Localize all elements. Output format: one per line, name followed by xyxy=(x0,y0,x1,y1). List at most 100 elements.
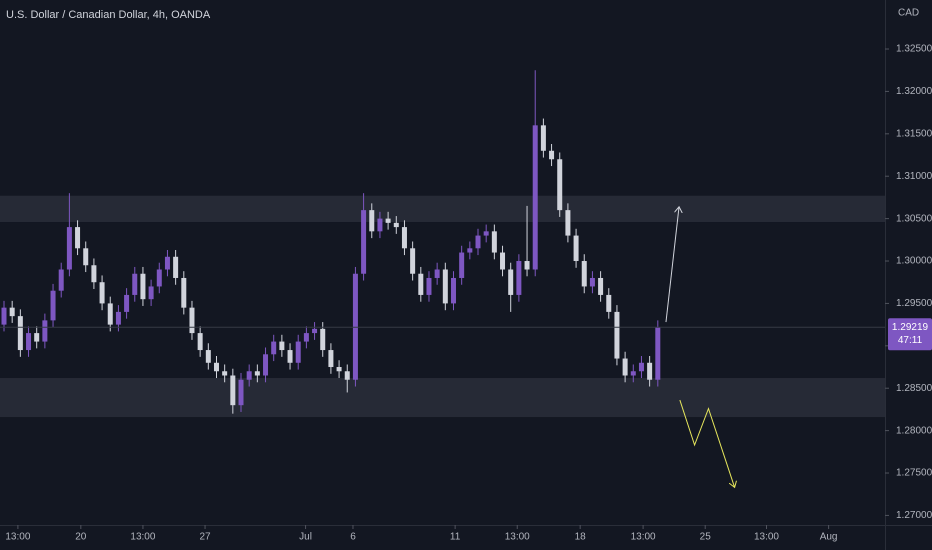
y-tick-label: 1.28000 xyxy=(896,425,932,436)
candle-body xyxy=(589,277,595,287)
candle-body xyxy=(303,333,309,342)
candle-body xyxy=(491,231,497,253)
candle-body xyxy=(205,350,211,363)
candle-body xyxy=(222,371,228,376)
candle-body xyxy=(655,327,661,380)
candle-body xyxy=(156,269,162,287)
candle-body xyxy=(426,277,432,295)
y-tick-label: 1.30500 xyxy=(896,213,932,224)
candle-body xyxy=(83,248,89,266)
x-tick-label: 20 xyxy=(75,532,87,543)
candle-body xyxy=(230,375,236,406)
y-tick-label: 1.31500 xyxy=(896,128,932,139)
candle-body xyxy=(213,362,219,372)
candle-body xyxy=(91,265,97,283)
trend-arrow xyxy=(679,399,735,487)
candle-body xyxy=(42,320,48,342)
candle-body xyxy=(573,235,579,262)
candle-body xyxy=(418,273,424,295)
candle-body xyxy=(581,261,587,287)
last-price-box xyxy=(888,318,932,351)
x-tick-label: 6 xyxy=(350,532,356,543)
candle-body xyxy=(9,307,15,317)
candle-body xyxy=(532,125,538,270)
drawings xyxy=(665,207,735,488)
candle-body xyxy=(598,277,604,295)
candle-body xyxy=(132,273,138,295)
x-tick-label: 13:00 xyxy=(505,532,530,543)
candle-body xyxy=(508,269,514,295)
y-tick-label: 1.32500 xyxy=(896,44,932,55)
candle-body xyxy=(287,350,293,363)
x-tick-label: 18 xyxy=(575,532,587,543)
x-tick-label: 13:00 xyxy=(5,532,30,543)
candle-body xyxy=(361,210,367,274)
candle-body xyxy=(197,333,203,351)
candle-body xyxy=(58,269,64,291)
x-tick-label: 25 xyxy=(700,532,712,543)
candle-body xyxy=(630,371,636,376)
candle-body xyxy=(99,282,105,304)
candle-body xyxy=(238,379,244,406)
candle-body xyxy=(524,261,530,270)
candle-body xyxy=(34,333,40,342)
candle-body xyxy=(557,159,563,211)
candle-body xyxy=(344,371,350,380)
candle-body xyxy=(320,328,326,351)
y-tick-label: 1.27500 xyxy=(896,468,932,479)
axes: 1.32500 1.32000 1.31500 1.31000 1.30500 1.300… xyxy=(0,44,932,543)
candle-body xyxy=(450,277,456,304)
candle-body xyxy=(124,294,130,312)
y-tick-label: 1.32000 xyxy=(896,86,932,97)
candle-body xyxy=(401,227,407,249)
candle-body xyxy=(467,248,473,253)
candle-body xyxy=(328,350,334,368)
candle-body xyxy=(312,328,318,334)
zones xyxy=(0,195,885,418)
x-tick-label: 13:00 xyxy=(754,532,779,543)
candle-body xyxy=(352,273,358,380)
candle-body xyxy=(606,294,612,312)
x-tick-label: 27 xyxy=(199,532,211,543)
candle-body xyxy=(254,371,260,376)
candle-body xyxy=(26,333,32,351)
candle-body xyxy=(263,354,269,376)
candle-body xyxy=(614,311,620,359)
zone xyxy=(0,195,885,223)
candle-body xyxy=(385,218,391,223)
x-tick-label: Jul xyxy=(299,532,312,543)
candle-body xyxy=(1,307,7,325)
y-tick-label: 1.30000 xyxy=(896,256,932,267)
candle-body xyxy=(565,210,571,236)
candle-body xyxy=(295,341,301,363)
x-tick-label: Aug xyxy=(820,532,838,543)
candle-body xyxy=(115,311,121,325)
candle-body xyxy=(17,316,23,351)
candle-body xyxy=(475,235,481,249)
candle-body xyxy=(189,307,195,334)
candle-body xyxy=(148,286,154,300)
candle-body xyxy=(500,252,506,270)
candle-body xyxy=(434,269,440,278)
candle-body xyxy=(173,256,179,278)
candle-body xyxy=(279,341,285,351)
candle-body xyxy=(50,290,56,321)
currency-label: CAD xyxy=(898,8,919,19)
candle-body xyxy=(164,256,170,270)
candle-body xyxy=(622,358,628,376)
trend-arrow xyxy=(665,207,679,323)
candle-body xyxy=(516,261,522,295)
y-tick-label: 1.28500 xyxy=(896,383,932,394)
candle-body xyxy=(336,367,342,372)
candle-body xyxy=(549,150,555,160)
candle-body xyxy=(246,371,252,380)
chart-title: U.S. Dollar / Canadian Dollar, 4h, OANDA xyxy=(6,9,211,21)
candle-body xyxy=(442,269,448,304)
candle-body xyxy=(75,227,81,249)
candle-body xyxy=(459,252,465,278)
countdown-label: 47:11 xyxy=(898,335,923,346)
candle-body xyxy=(181,277,187,308)
candle-body xyxy=(483,231,489,236)
candle-body xyxy=(647,362,653,380)
